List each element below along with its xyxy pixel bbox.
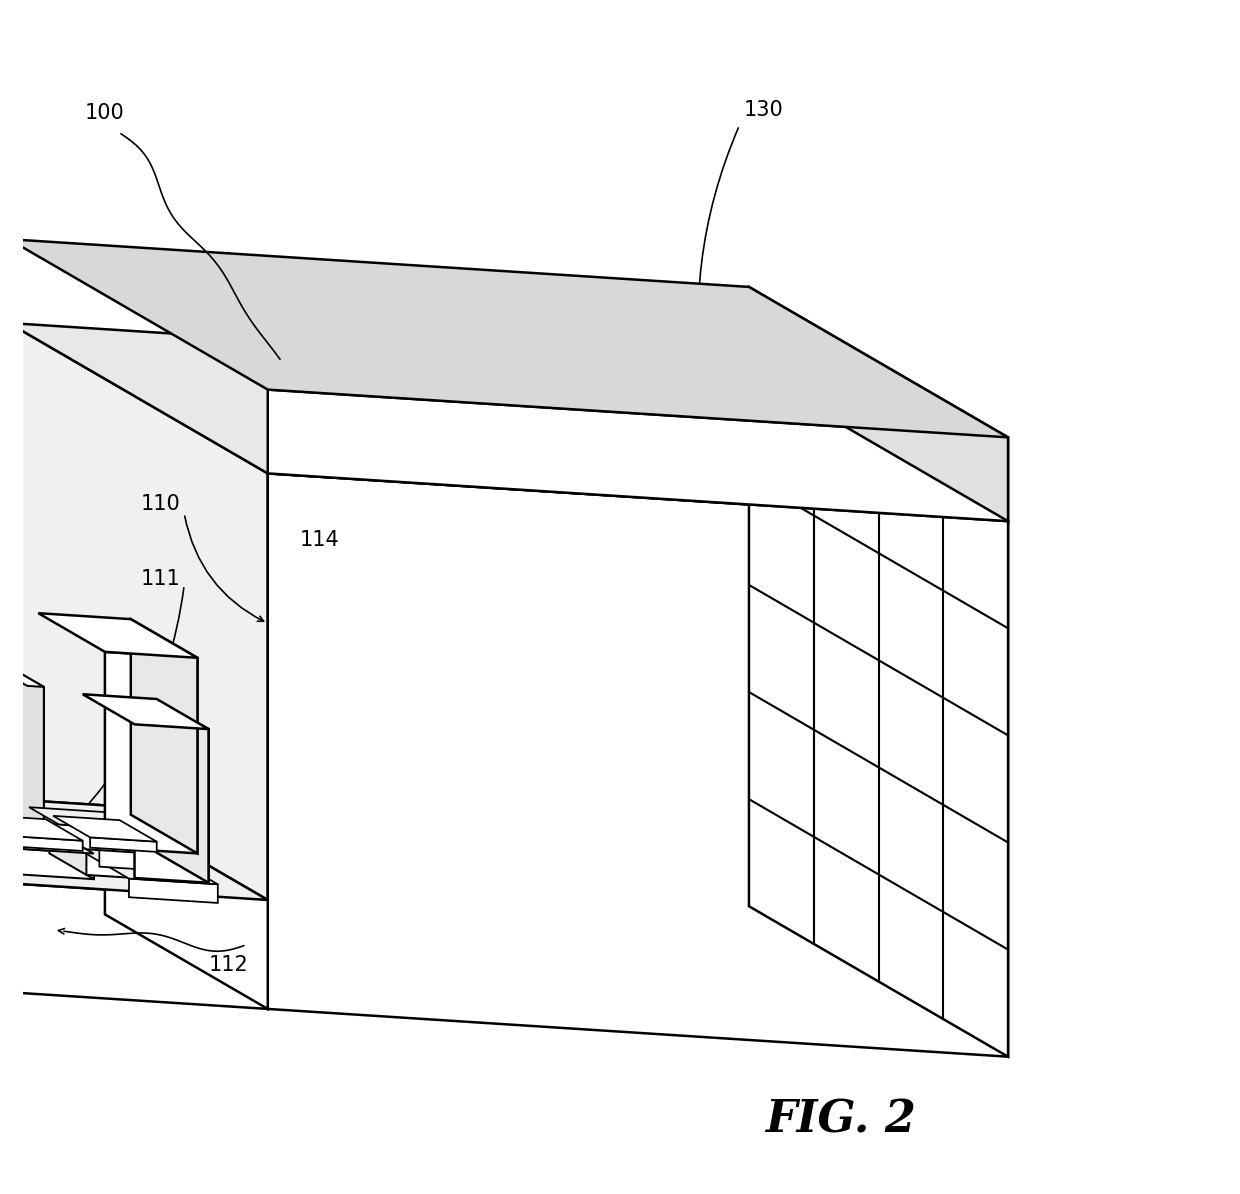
Polygon shape (105, 806, 268, 1009)
Polygon shape (42, 824, 167, 855)
Polygon shape (0, 823, 94, 854)
Polygon shape (38, 614, 197, 658)
Polygon shape (0, 788, 105, 915)
Polygon shape (1, 882, 268, 1009)
Polygon shape (53, 816, 156, 842)
Polygon shape (29, 807, 207, 855)
Polygon shape (156, 698, 208, 882)
Text: 110: 110 (140, 494, 180, 513)
Polygon shape (87, 849, 167, 880)
Polygon shape (134, 725, 208, 882)
Text: 112: 112 (208, 955, 248, 974)
Polygon shape (83, 694, 208, 730)
Polygon shape (129, 879, 218, 903)
Polygon shape (12, 848, 94, 879)
Text: FIG. 2: FIG. 2 (765, 1098, 916, 1141)
Polygon shape (749, 370, 1008, 1057)
Text: 120: 120 (439, 331, 479, 350)
Polygon shape (9, 322, 268, 1009)
Text: 130: 130 (744, 100, 784, 119)
Polygon shape (268, 474, 1008, 1057)
Polygon shape (749, 287, 1008, 522)
Polygon shape (73, 847, 218, 885)
Polygon shape (27, 685, 43, 832)
Text: 114: 114 (299, 530, 339, 549)
Polygon shape (0, 788, 1, 992)
Polygon shape (124, 829, 167, 880)
Polygon shape (91, 837, 156, 851)
Polygon shape (105, 652, 197, 854)
Text: 100: 100 (84, 104, 124, 123)
Polygon shape (50, 827, 94, 879)
Polygon shape (130, 620, 197, 854)
Polygon shape (9, 239, 1008, 437)
Polygon shape (1, 671, 43, 687)
Polygon shape (17, 672, 43, 832)
Polygon shape (9, 322, 1008, 522)
Polygon shape (0, 788, 268, 900)
Polygon shape (16, 837, 83, 851)
Polygon shape (268, 389, 1008, 522)
Polygon shape (99, 848, 207, 874)
Polygon shape (0, 816, 83, 841)
Text: 111: 111 (140, 570, 180, 589)
